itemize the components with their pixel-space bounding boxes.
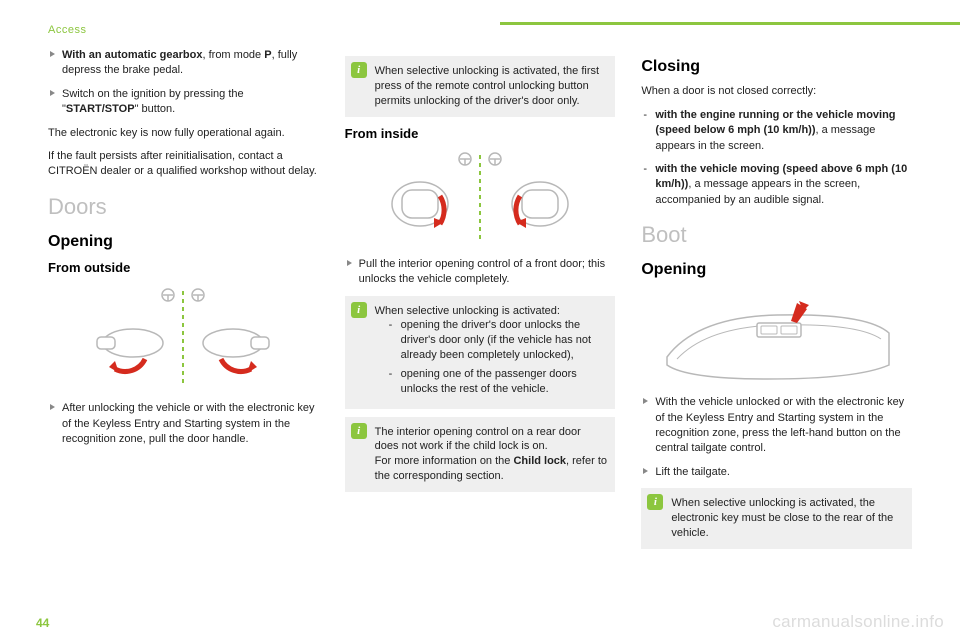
column-3: Closing When a door is not closed correc… [641, 48, 912, 557]
text: , from mode [202, 49, 264, 61]
body-text: The electronic key is now fully operatio… [48, 126, 319, 141]
bold-text: With an automatic gearbox [62, 49, 202, 61]
info-boot-selective-unlock: i When selective unlocking is activated,… [641, 488, 912, 549]
heading-doors: Doors [48, 192, 319, 223]
closing-case-low-speed: with the engine running or the vehicle m… [641, 108, 912, 154]
figure-tailgate-control [641, 287, 912, 387]
step-pull-handle: After unlocking the vehicle or with the … [48, 401, 319, 447]
manual-page: Access With an automatic gearbox, from m… [0, 0, 960, 640]
info-text: When selective unlocking is activated: [375, 304, 608, 319]
heading-boot-opening: Opening [641, 259, 912, 281]
heading-from-outside: From outside [48, 259, 319, 277]
step-pull-interior: Pull the interior opening control of a f… [345, 257, 616, 288]
info-text: When selective unlocking is activated, t… [375, 65, 599, 107]
text: " button. [135, 103, 176, 115]
step-auto-gearbox: With an automatic gearbox, from mode P, … [48, 48, 319, 79]
info-text: For more information on the Child lock, … [375, 454, 608, 484]
step-press-tailgate: With the vehicle unlocked or with the el… [641, 395, 912, 457]
column-1: With an automatic gearbox, from mode P, … [48, 48, 319, 557]
top-accent-rule [500, 22, 960, 25]
tailgate-control-svg [657, 287, 897, 387]
info-icon: i [351, 423, 367, 439]
page-number: 44 [36, 616, 49, 630]
figure-door-handles-outside [48, 283, 319, 393]
body-text: When a door is not closed correctly: [641, 84, 912, 99]
door-handle-outside-svg [83, 283, 283, 393]
text: For more information on the [375, 455, 514, 467]
three-column-layout: With an automatic gearbox, from mode P, … [48, 48, 912, 557]
info-child-lock: i The interior opening control on a rear… [345, 417, 616, 492]
heading-opening: Opening [48, 231, 319, 253]
closing-case-high-speed: with the vehicle moving (speed above 6 m… [641, 162, 912, 208]
bold-text: Child lock [513, 455, 566, 467]
body-text: If the fault persists after reinitialisa… [48, 149, 319, 180]
column-2: i When selective unlocking is activated,… [345, 48, 616, 557]
info-bullet: opening one of the passenger doors unloc… [375, 367, 608, 397]
info-selective-unlock-doors: i When selective unlocking is activated:… [345, 296, 616, 409]
info-icon: i [647, 494, 663, 510]
info-selective-unlock-press: i When selective unlocking is activated,… [345, 56, 616, 117]
info-icon: i [351, 302, 367, 318]
figure-door-handles-inside [345, 149, 616, 249]
bold-text: START/STOP [66, 103, 135, 115]
door-handle-inside-svg [370, 149, 590, 249]
heading-closing: Closing [641, 56, 912, 78]
step-lift-tailgate: Lift the tailgate. [641, 465, 912, 480]
heading-boot: Boot [641, 220, 912, 251]
info-icon: i [351, 62, 367, 78]
bold-text: P [264, 49, 271, 61]
section-label: Access [48, 24, 912, 36]
info-bullet: opening the driver's door unlocks the dr… [375, 318, 608, 363]
info-text: When selective unlocking is activated, t… [671, 497, 893, 539]
watermark: carmanualsonline.info [772, 612, 944, 632]
heading-from-inside: From inside [345, 125, 616, 143]
info-text: The interior opening control on a rear d… [375, 425, 608, 455]
step-ignition: Switch on the ignition by pressing the "… [48, 87, 319, 118]
